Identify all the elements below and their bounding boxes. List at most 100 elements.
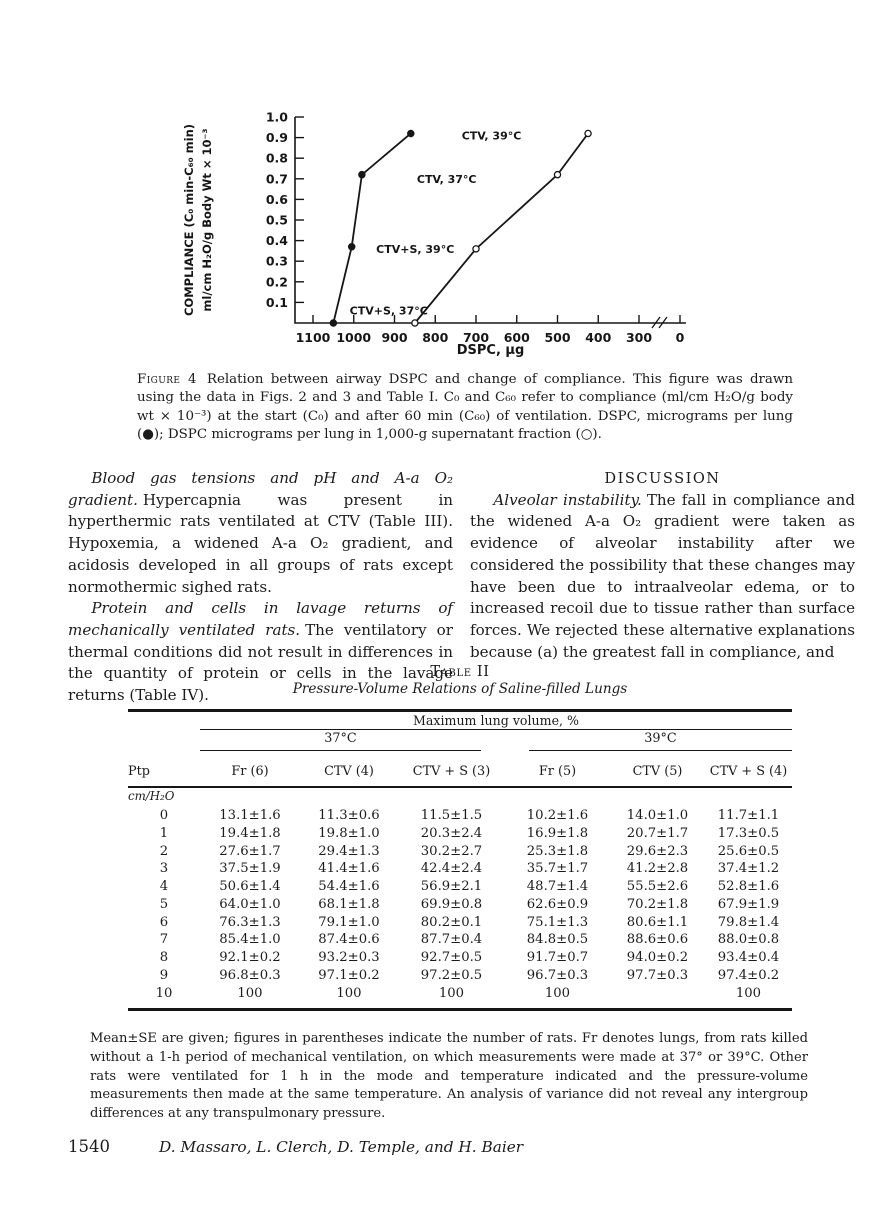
table-cell: 97.7±0.3: [626, 968, 689, 984]
table-cell: 29.4±1.3: [318, 843, 380, 859]
y-axis-title-line2: ml/cm H₂O/g Body Wt × 10⁻³: [200, 128, 214, 311]
paragraph-text: The ventilatory or thermal conditions di…: [68, 620, 453, 705]
table-cell: 97.1±0.2: [318, 968, 380, 984]
filled-circle-marker: [329, 319, 338, 327]
y-tick-label: 0.8: [266, 151, 288, 166]
paragraph-lead: Alveolar instability.: [493, 490, 642, 509]
ptp-value: 2: [159, 843, 169, 859]
open-circle-marker: [472, 245, 480, 253]
table-cell: 30.2±2.7: [420, 843, 483, 859]
x-axis-title: DSPC, µg: [457, 343, 525, 358]
ptp-value: 9: [159, 968, 169, 984]
table-cell: 84.8±0.5: [526, 932, 589, 948]
table-cell: 37.5±1.9: [219, 861, 281, 877]
paragraph-text: The fall in compliance and the widened A…: [470, 490, 855, 661]
filled-circle-marker: [358, 170, 366, 179]
table-cell: 64.0±1.0: [219, 896, 281, 912]
table-cell: 54.4±1.6: [318, 879, 380, 895]
unit-row: cm/H₂O: [128, 787, 792, 804]
empty-cell: [128, 730, 200, 753]
column-header: Fr (5): [505, 752, 610, 788]
open-circle-marker: [584, 129, 592, 138]
table-cell: 41.4±1.6: [318, 861, 380, 877]
table-cell: 87.4±0.6: [318, 932, 380, 948]
table-cell: 79.8±1.4: [717, 914, 780, 930]
spanner-header: Maximum lung volume, %: [200, 710, 792, 730]
column-header: CTV (4): [300, 752, 398, 788]
table-cell: 42.4±2.4: [420, 861, 483, 877]
table-cell: 69.9±0.8: [420, 896, 483, 912]
left-column: Blood gas tensions and pH and A-a O₂ gra…: [68, 468, 453, 707]
y-tick-label: 0.1: [266, 295, 288, 310]
table-cell: 96.8±0.3: [219, 968, 281, 984]
table-cell: 93.4±0.4: [717, 950, 780, 966]
y-tick-label: 0.2: [266, 274, 288, 289]
table-row: 10 100 100 100 100 100: [128, 984, 792, 1009]
table-cell: 52.8±1.6: [717, 879, 780, 895]
table-cell: 100: [438, 985, 465, 1001]
y-tick-label: 0.9: [266, 130, 288, 145]
table-cell: 13.1±1.6: [219, 808, 281, 823]
table-cell: 16.9±1.8: [526, 825, 589, 841]
series-line: [414, 132, 589, 324]
column-header: CTV + S (3): [398, 752, 505, 788]
ptp-value: 8: [159, 950, 169, 966]
paragraph-lead: Protein and cells in lavage returns of m…: [68, 599, 453, 639]
group-37c-label: 37°C: [200, 731, 481, 751]
discussion-heading: DISCUSSION: [604, 470, 721, 487]
series-label: CTV+S, 37°C: [350, 305, 428, 318]
ptp-value: 5: [159, 896, 169, 912]
pressure-volume-table: Maximum lung volume, % 37°C 39°C Ptp Fr …: [128, 709, 792, 1011]
ptp-units: cm/H₂O: [128, 789, 175, 803]
ptp-value: 1: [159, 825, 169, 841]
table-cell: 20.7±1.7: [626, 825, 689, 841]
group-39c: 39°C: [505, 730, 792, 753]
table-subtitle: Pressure-Volume Relations of Saline-fill…: [292, 681, 628, 697]
table-cell: 87.7±0.4: [420, 932, 483, 948]
table-cell: 88.6±0.6: [626, 932, 689, 948]
table-cell: 20.3±2.4: [420, 825, 483, 841]
table-cell: 76.3±1.3: [219, 914, 281, 930]
group-39c-label: 39°C: [529, 731, 792, 751]
group-37c: 37°C: [200, 730, 505, 753]
group-header-row: 37°C 39°C: [128, 730, 792, 753]
table-cell: 97.4±0.2: [717, 968, 780, 984]
table-row: 1 19.4±1.8 19.8±1.0 20.3±2.4 16.9±1.8 20.7±1.…: [128, 824, 792, 842]
table-cell: 17.3±0.5: [717, 825, 780, 841]
y-tick-label: 0.3: [266, 254, 288, 269]
series-label: CTV, 39°C: [462, 130, 522, 143]
table-cell: 25.6±0.5: [717, 843, 780, 859]
y-tick-label: 0.4: [266, 233, 288, 248]
table-cell: 41.2±2.8: [626, 861, 689, 877]
table-footnote: Mean±SE are given; figures in parenthese…: [90, 1031, 808, 1122]
paragraph-protein-cells: Protein and cells in lavage returns of m…: [68, 598, 453, 707]
figure-caption-label: Figure 4: [137, 372, 197, 387]
ptp-value: 10: [155, 985, 173, 1001]
table-cell: 48.7±1.4: [526, 879, 589, 895]
x-tick-label: 500: [544, 330, 570, 345]
x-tick-label: 700: [463, 330, 489, 345]
y-tick-label: 0.7: [266, 171, 288, 186]
table-row: 3 37.5±1.9 41.4±1.6 42.4±2.4 35.7±1.7 41.2±2.…: [128, 860, 792, 878]
ptp-value: 6: [159, 914, 169, 930]
filled-circle-marker: [347, 243, 356, 251]
axis-break-mark: [658, 316, 668, 329]
ptp-value: 3: [159, 861, 169, 877]
figure4-chart: 0.1 0.2 0.3 0.4 0.5 0.6 0.7 0.8 0.9 1.0 1100 1000 90…: [180, 96, 700, 364]
table-cell: 14.0±1.0: [626, 808, 689, 823]
right-column: DISCUSSION Alveolar instability. The fall…: [470, 468, 855, 707]
table-cell: 79.1±1.0: [318, 914, 380, 930]
column-header: Fr (6): [200, 752, 300, 788]
page-footer: 1540 D. Massaro, L. Clerch, D. Temple, a…: [68, 1137, 768, 1156]
table-row: 5 64.0±1.0 68.1±1.8 69.9±0.8 62.6±0.9 70.2±1.…: [128, 896, 792, 914]
ptp-column-header: Ptp: [128, 752, 200, 788]
table-cell: 37.4±1.2: [717, 861, 780, 877]
paragraph-blood-gas: Blood gas tensions and pH and A-a O₂ gra…: [68, 468, 453, 598]
axis-break-mark: [651, 316, 661, 329]
ptp-value: 7: [159, 932, 169, 948]
filled-circle-marker: [407, 129, 415, 138]
y-tick-label: 1.0: [266, 110, 288, 125]
table-cell: 92.1±0.2: [219, 950, 281, 966]
table-cell: 94.0±0.2: [626, 950, 689, 966]
table-data-body: 0 13.1±1.6 11.3±0.6 11.5±1.5 10.2±1.6 14.0±1.…: [128, 804, 792, 1009]
